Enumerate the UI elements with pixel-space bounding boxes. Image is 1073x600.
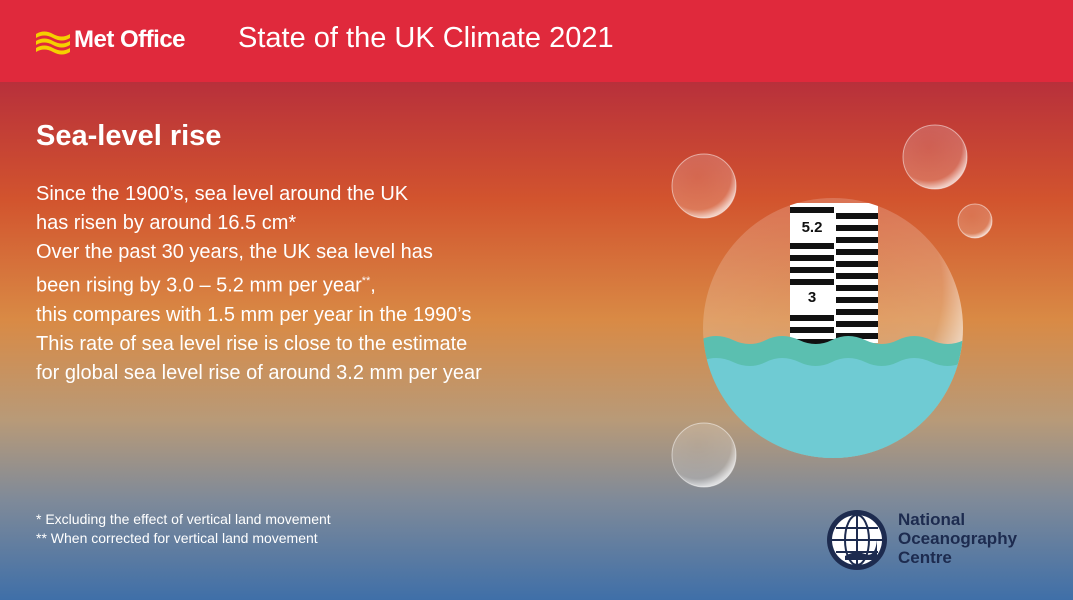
- bullet-line: has risen by around 16.5 cm*: [36, 212, 297, 234]
- gauge-stripe: [790, 339, 834, 345]
- gauge-stripe: [790, 243, 834, 249]
- footnote: * Excluding the effect of vertical land …: [36, 511, 331, 527]
- bullet-list: Since the 1900’s, sea level around the U…: [36, 180, 636, 388]
- gauge-label: 5.2: [802, 219, 823, 236]
- partner-line: Centre: [898, 548, 952, 567]
- gauge-stripe: [836, 321, 878, 327]
- bullet-line: this compares with 1.5 mm per year in th…: [36, 303, 472, 326]
- gauge-stripe: [836, 225, 878, 231]
- partner-name: National Oceanography Centre: [898, 510, 1017, 567]
- gauge-stripe: [836, 237, 878, 243]
- partner-line: Oceanography: [898, 529, 1018, 548]
- text: ,: [370, 274, 376, 297]
- gauge-stripe: [790, 279, 834, 285]
- bullet-line: for global sea level rise of around 3.2 …: [36, 361, 482, 384]
- note-mark: **: [361, 275, 371, 287]
- gauge-stripe: [790, 267, 834, 273]
- gauge-stripe: [836, 333, 878, 339]
- brand: Met Office: [74, 26, 186, 53]
- gauge-stripe: [836, 345, 878, 351]
- gauge-stripe: [836, 261, 878, 267]
- bullet: Over the past 30 years, the UK sea level…: [36, 238, 636, 330]
- gauge-stripe: [836, 285, 878, 291]
- page-title: State of the UK Climate 2021: [238, 22, 614, 54]
- met-office-logo: [36, 31, 70, 55]
- header-bar: Met Office State of the UK Climate 2021: [0, 0, 1073, 82]
- gauge-stripe: [790, 255, 834, 261]
- bullet: This rate of sea level rise is close to …: [36, 330, 636, 388]
- gauge-stripe: [836, 249, 878, 255]
- bullet-line: Since the 1900’s, sea level around the U…: [36, 183, 409, 205]
- bullet-line: This rate of sea level rise is close to …: [36, 332, 468, 355]
- gauge-label: 3: [808, 289, 816, 306]
- text: been rising by 3.0 – 5.2 mm per year: [36, 274, 362, 297]
- heading: Sea-level rise: [36, 120, 222, 152]
- gauge-stripe: [836, 213, 878, 219]
- gauge-stripe: [836, 273, 878, 279]
- noc-logo: [827, 510, 887, 570]
- partner-line: National: [898, 510, 966, 529]
- gauge-stripe: [790, 327, 834, 333]
- footnote: ** When corrected for vertical land move…: [36, 530, 318, 546]
- gauge-stripe: [836, 297, 878, 303]
- bullet: Since the 1900’s, sea level around the U…: [36, 180, 636, 238]
- gauge-stripe: [836, 309, 878, 315]
- gauge-stripe: [790, 315, 834, 321]
- bullet-line: been rising by 3.0 – 5.2 mm per year**,: [36, 267, 636, 301]
- bullet-line: Over the past 30 years, the UK sea level…: [36, 241, 433, 263]
- gauge-stripe: [790, 207, 834, 213]
